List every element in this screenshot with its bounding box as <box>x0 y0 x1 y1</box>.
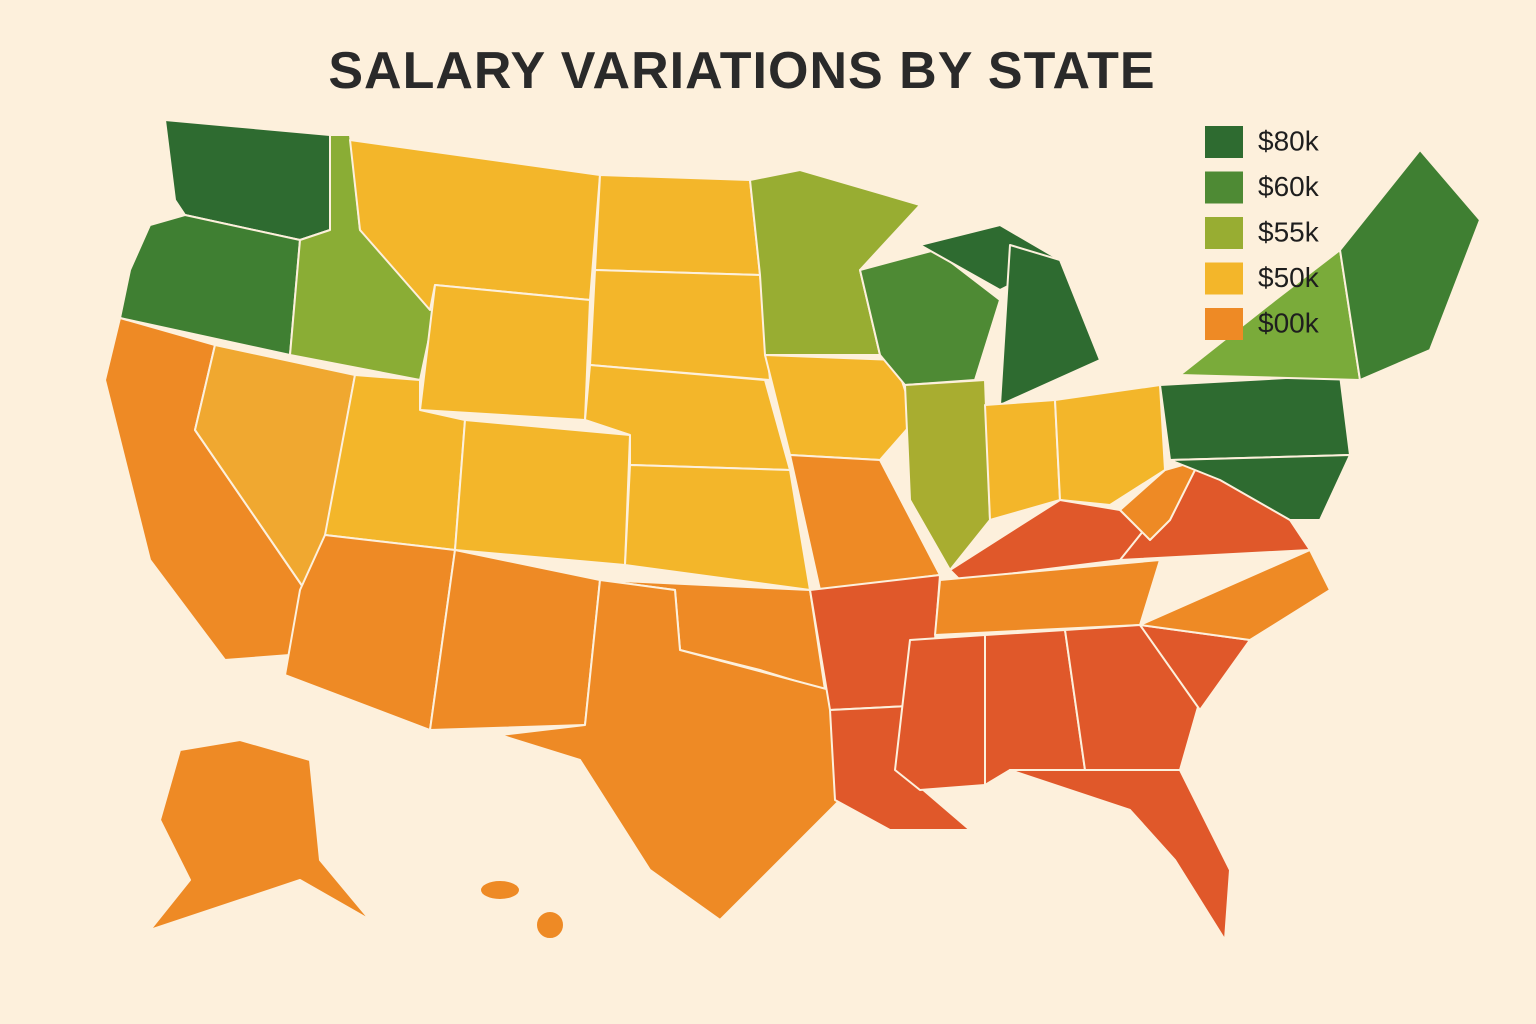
legend-label: $80k <box>1258 125 1320 156</box>
state <box>149 739 371 931</box>
state <box>1054 384 1166 506</box>
state <box>1159 374 1351 461</box>
legend-swatch <box>1205 262 1243 295</box>
legend-swatch <box>1205 308 1243 340</box>
legend-swatch <box>1205 126 1243 158</box>
state <box>764 354 916 461</box>
state <box>419 284 591 421</box>
legend-swatch <box>1205 171 1243 204</box>
state <box>284 534 456 731</box>
map-title: SALARY VARIATIONS BY STATE <box>328 42 1155 100</box>
legend-label: $00k <box>1258 307 1320 338</box>
state <box>1339 149 1481 381</box>
state <box>999 244 1101 406</box>
state <box>499 579 841 921</box>
state <box>984 399 1061 521</box>
state <box>479 879 521 901</box>
state <box>454 419 631 566</box>
states <box>104 119 1481 941</box>
legend-swatch <box>1205 217 1243 249</box>
state <box>1169 454 1351 521</box>
state <box>1009 769 1231 941</box>
state <box>894 634 986 791</box>
state <box>1139 549 1331 641</box>
state <box>429 549 601 731</box>
state <box>594 174 761 276</box>
state <box>624 464 811 591</box>
legend-label: $50k <box>1258 262 1320 293</box>
legend-label: $55k <box>1258 216 1320 247</box>
state <box>904 379 991 571</box>
state <box>535 910 565 940</box>
state <box>1119 459 1201 541</box>
legend-label: $60k <box>1258 171 1320 202</box>
state <box>589 269 771 381</box>
legend: $80k $60k $55k $50k $00k <box>1205 125 1320 340</box>
